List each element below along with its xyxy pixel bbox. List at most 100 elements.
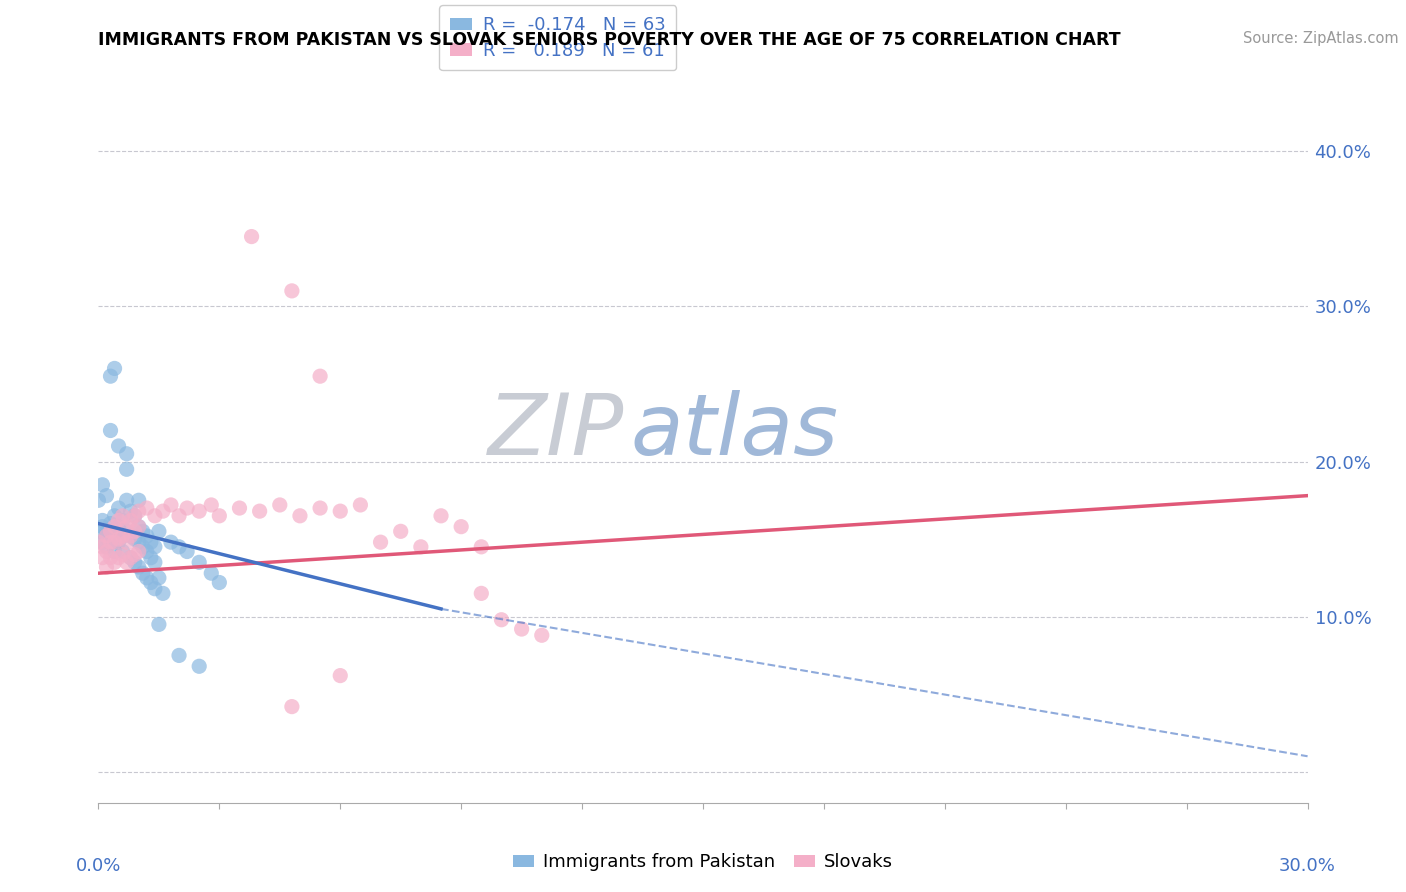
Point [139,535,162,549]
Point [470,586,492,600]
Point [188,659,211,673]
Point [124,508,146,523]
Point [107,535,129,549]
Point [128,493,150,508]
Point [103,544,125,558]
Point [128,519,150,533]
Legend: Immigrants from Pakistan, Slovaks: Immigrants from Pakistan, Slovaks [506,847,900,879]
Point [111,544,134,558]
Point [200,498,222,512]
Point [100,524,122,539]
Point [132,524,155,539]
Point [107,513,129,527]
Point [103,508,125,523]
Point [269,498,291,512]
Point [148,617,170,632]
Point [329,668,352,682]
Point [139,575,162,590]
Point [148,524,170,539]
Point [100,516,122,531]
Text: 0.0%: 0.0% [76,857,121,875]
Legend: R =  -0.174   N = 63, R =   0.189   N = 61: R = -0.174 N = 63, R = 0.189 N = 61 [440,5,676,70]
Point [530,628,553,642]
Point [176,501,198,516]
Point [176,544,198,558]
Point [409,540,432,554]
Point [128,519,150,533]
Point [281,699,304,714]
Point [115,519,138,533]
Point [128,504,150,518]
Point [370,535,392,549]
Point [349,498,371,512]
Point [124,508,146,523]
Point [160,535,183,549]
Point [152,504,174,518]
Point [107,550,129,565]
Point [100,535,122,549]
Point [288,508,311,523]
Point [96,524,118,539]
Point [143,540,166,554]
Point [491,613,513,627]
Point [329,504,352,518]
Point [87,524,110,539]
Text: IMMIGRANTS FROM PAKISTAN VS SLOVAK SENIORS POVERTY OVER THE AGE OF 75 CORRELATIO: IMMIGRANTS FROM PAKISTAN VS SLOVAK SENIO… [98,31,1121,49]
Point [148,571,170,585]
Point [309,501,332,516]
Point [103,555,125,569]
Point [124,532,146,546]
Point [96,529,118,543]
Point [96,560,118,574]
Point [91,550,114,565]
Point [96,544,118,558]
Point [87,493,110,508]
Point [167,540,190,554]
Point [510,622,533,636]
Point [128,544,150,558]
Point [115,462,138,476]
Point [135,501,157,516]
Point [200,566,222,581]
Point [100,535,122,549]
Point [389,524,412,539]
Point [128,560,150,574]
Point [132,566,155,581]
Point [208,575,231,590]
Point [115,447,138,461]
Point [103,519,125,533]
Text: atlas: atlas [630,390,838,474]
Point [167,508,190,523]
Point [167,648,190,663]
Point [281,284,304,298]
Point [115,555,138,569]
Point [135,529,157,543]
Point [107,501,129,516]
Point [91,519,114,533]
Point [96,529,118,543]
Point [143,555,166,569]
Point [91,477,114,491]
Point [103,361,125,376]
Point [188,555,211,569]
Point [100,550,122,565]
Point [111,529,134,543]
Point [96,540,118,554]
Point [120,529,142,543]
Point [100,524,122,539]
Text: 30.0%: 30.0% [1279,857,1336,875]
Text: Source: ZipAtlas.com: Source: ZipAtlas.com [1243,31,1399,46]
Point [470,540,492,554]
Point [103,535,125,549]
Point [115,524,138,539]
Point [111,508,134,523]
Point [135,544,157,558]
Point [91,535,114,549]
Point [240,229,263,244]
Point [103,529,125,543]
Point [143,508,166,523]
Point [100,424,122,438]
Point [124,548,146,562]
Point [430,508,453,523]
Point [91,540,114,554]
